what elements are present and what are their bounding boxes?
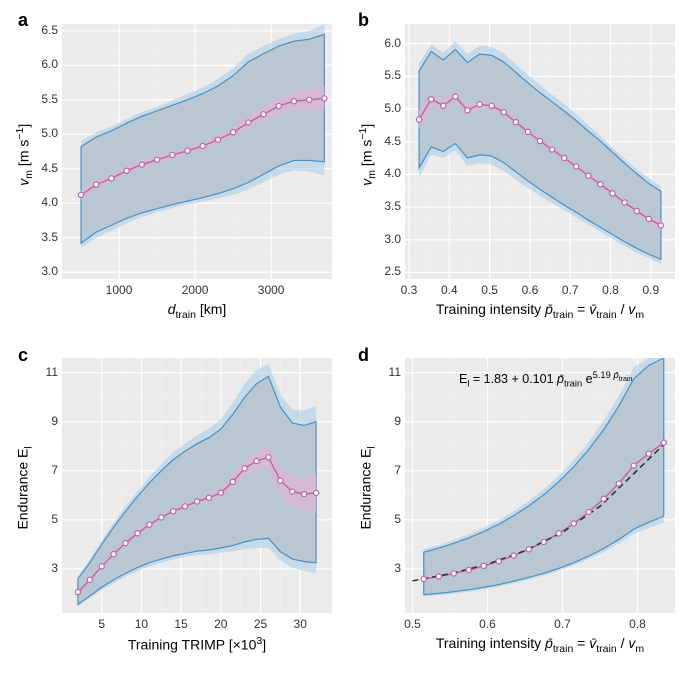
plot-svg	[405, 358, 675, 613]
xtick-label: 5	[87, 617, 117, 631]
xtick-label: 0.5	[398, 617, 428, 631]
plot-svg	[62, 24, 332, 279]
ytick-label: 5.0	[373, 101, 401, 115]
ytick-label: 5	[30, 512, 58, 526]
ytick-label: 3	[373, 561, 401, 575]
ytick-label: 4.0	[373, 166, 401, 180]
xaxis-title-b: Training intensity p̄train = v̄train / v…	[405, 301, 675, 321]
ytick-label: 3.5	[30, 230, 58, 244]
yaxis-title-d: Endurance El	[357, 360, 377, 615]
xtick-label: 2000	[180, 283, 210, 297]
ytick-label: 4.5	[373, 134, 401, 148]
ytick-label: 6.0	[30, 57, 58, 71]
ytick-label: 7	[373, 463, 401, 477]
xtick-label: 0.7	[555, 283, 585, 297]
ytick-label: 3.5	[373, 199, 401, 213]
ytick-label: 9	[373, 414, 401, 428]
xtick-label: 1000	[104, 283, 134, 297]
ytick-label: 11	[30, 365, 58, 379]
ytick-label: 4.5	[30, 161, 58, 175]
ytick-label: 3	[30, 561, 58, 575]
xaxis-title-a: dtrain [km]	[62, 301, 332, 321]
ytick-label: 5	[373, 512, 401, 526]
ytick-label: 6.0	[373, 36, 401, 50]
ytick-label: 11	[373, 365, 401, 379]
plot-svg	[62, 358, 332, 613]
ytick-label: 6.5	[30, 23, 58, 37]
xtick-label: 0.8	[623, 617, 653, 631]
panel-b	[405, 24, 675, 279]
xtick-label: 0.8	[596, 283, 626, 297]
ytick-label: 7	[30, 463, 58, 477]
xaxis-title-c: Training TRIMP [×103]	[62, 635, 332, 653]
xtick-label: 0.9	[636, 283, 666, 297]
xtick-label: 0.7	[548, 617, 578, 631]
xtick-label: 0.5	[475, 283, 505, 297]
ytick-label: 5.0	[30, 126, 58, 140]
xtick-label: 0.6	[515, 283, 545, 297]
ytick-label: 3.0	[373, 232, 401, 246]
xtick-label: 10	[126, 617, 156, 631]
xaxis-title-d: Training intensity p̄train = v̄train / v…	[405, 635, 675, 655]
panel-d	[405, 358, 675, 613]
panel-c	[62, 358, 332, 613]
ytick-label: 3.0	[30, 264, 58, 278]
xtick-label: 15	[166, 617, 196, 631]
ytick-label: 2.5	[373, 264, 401, 278]
ytick-label: 5.5	[30, 92, 58, 106]
panel-a	[62, 24, 332, 279]
ytick-label: 4.0	[30, 195, 58, 209]
formula-d: El = 1.83 + 0.101 p̄train e5.19 p̄train	[459, 370, 632, 389]
xtick-label: 0.4	[434, 283, 464, 297]
yaxis-title-c: Endurance El	[14, 360, 34, 615]
xtick-label: 0.3	[394, 283, 424, 297]
ytick-label: 5.5	[373, 68, 401, 82]
figure: a b c d vm [m s−1] dtrain [km] vm [m s−1…	[0, 0, 685, 674]
ytick-label: 9	[30, 414, 58, 428]
xtick-label: 0.6	[473, 617, 503, 631]
xtick-label: 20	[206, 617, 236, 631]
xtick-label: 30	[285, 617, 315, 631]
xtick-label: 3000	[256, 283, 286, 297]
xtick-label: 25	[246, 617, 276, 631]
plot-svg	[405, 24, 675, 279]
